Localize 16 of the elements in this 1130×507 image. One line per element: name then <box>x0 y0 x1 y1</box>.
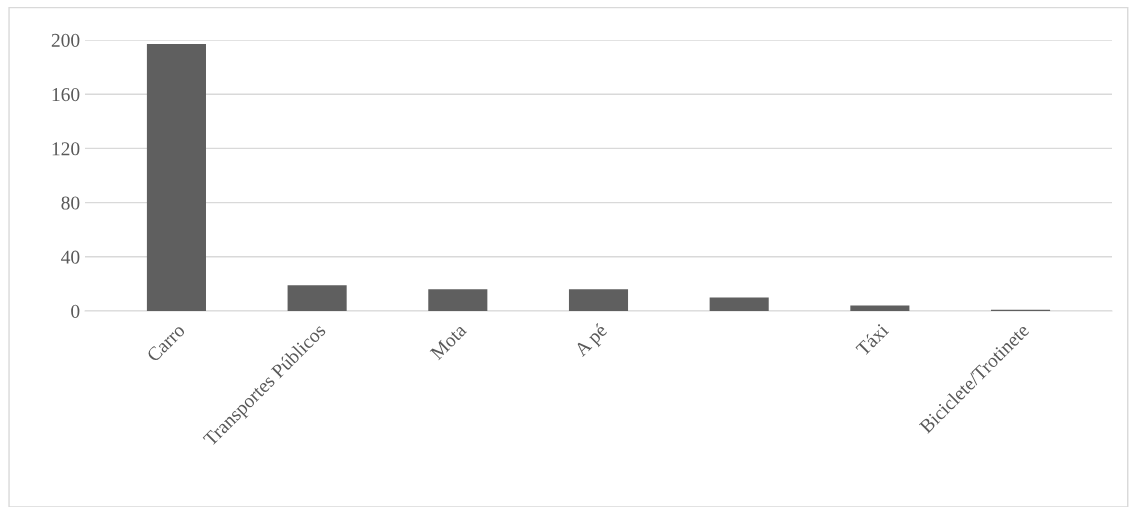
x-tick-label: Mota <box>429 322 468 361</box>
bar <box>850 305 910 311</box>
bar <box>146 44 206 311</box>
bar <box>709 297 769 311</box>
x-tick-label: A pé <box>573 322 611 361</box>
y-tick-label: 200 <box>51 33 80 47</box>
bar <box>428 289 488 311</box>
bar <box>287 285 347 311</box>
y-tick-label: 160 <box>52 88 80 102</box>
y-tick-label: 80 <box>61 196 80 210</box>
y-tick-label: 40 <box>61 250 80 264</box>
x-tick-label: Táxi <box>854 322 890 357</box>
bar <box>568 289 629 311</box>
x-tick-label: Carro <box>146 323 186 363</box>
y-tick-label: 120 <box>52 142 80 156</box>
y-tick-label: 0 <box>71 304 80 318</box>
